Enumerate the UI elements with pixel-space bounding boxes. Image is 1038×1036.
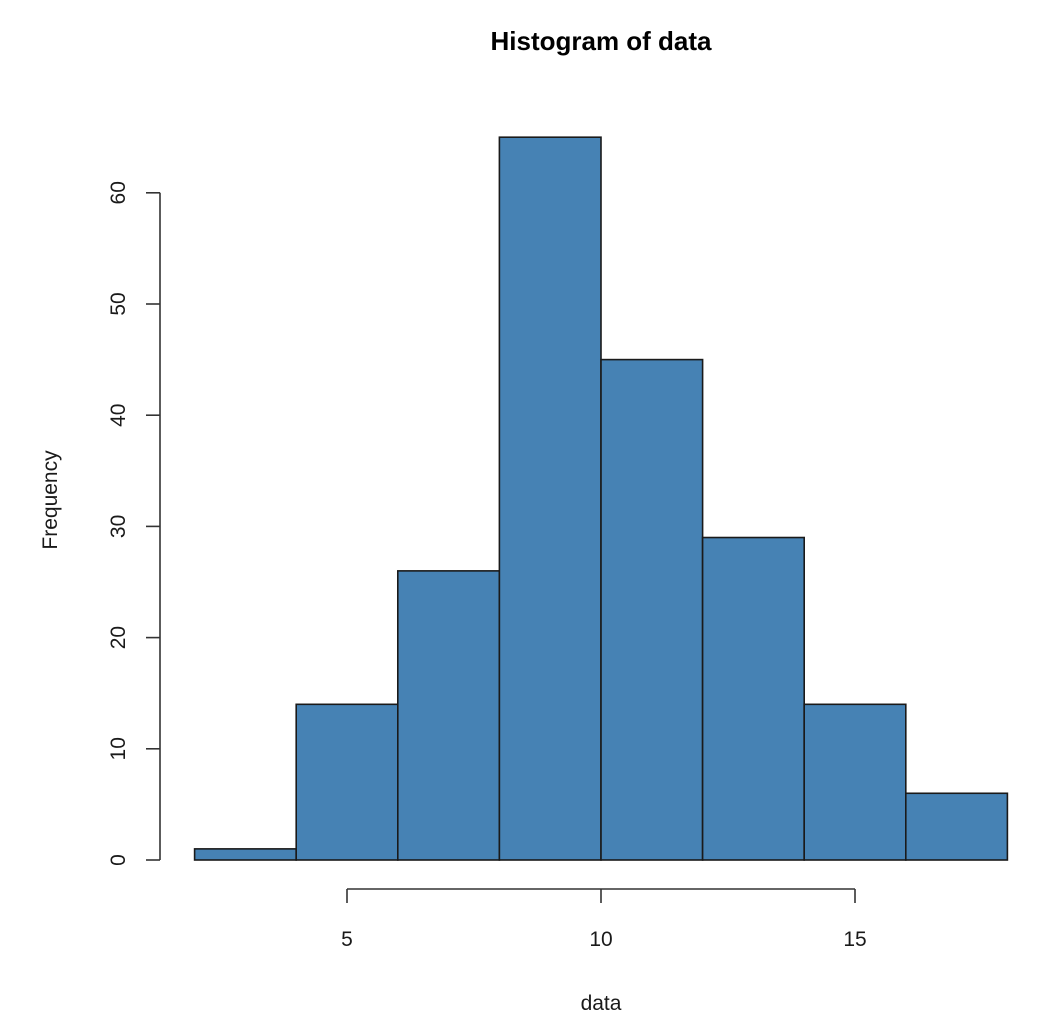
- x-tick-label: 15: [843, 928, 866, 951]
- x-tick-label: 10: [589, 928, 612, 951]
- x-tick-label: 5: [341, 928, 353, 951]
- histogram-bar: [701, 536, 805, 861]
- y-tick-label: 10: [107, 737, 130, 760]
- histogram-bar: [498, 136, 602, 861]
- y-tick-label: 60: [107, 181, 130, 204]
- y-axis: 0 10 20 30 40 50 60: [107, 181, 161, 866]
- histogram-bar: [396, 570, 501, 861]
- chart-title: Histogram of data: [490, 26, 712, 56]
- histogram-bar: [803, 703, 907, 861]
- histogram-bar: [193, 848, 298, 861]
- histogram-bar: [904, 792, 1009, 861]
- histogram-bar: [600, 358, 704, 861]
- y-tick-label: 0: [107, 854, 130, 866]
- histogram-bars: [193, 136, 1009, 861]
- histogram-bar: [295, 703, 399, 861]
- y-tick-label: 30: [107, 515, 130, 538]
- y-tick-label: 50: [107, 292, 130, 315]
- x-axis: 5 10 15: [341, 888, 867, 951]
- y-axis-label: Frequency: [39, 450, 62, 550]
- y-tick-label: 20: [107, 626, 130, 649]
- x-axis-label: data: [581, 992, 622, 1015]
- y-tick-label: 40: [107, 404, 130, 427]
